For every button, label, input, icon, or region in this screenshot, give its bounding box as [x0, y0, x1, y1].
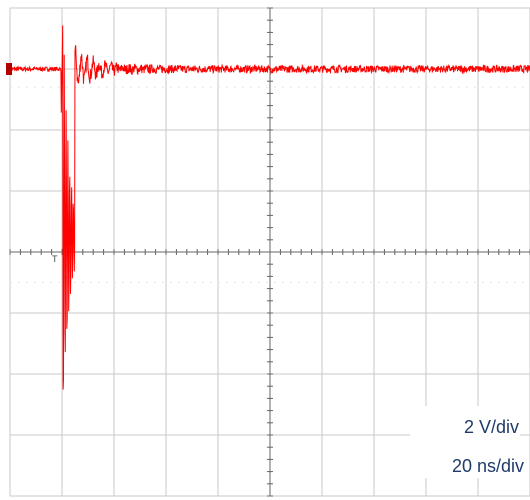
horizontal-scale-label: 20 ns/div [452, 456, 524, 476]
ground-level-marker [6, 63, 12, 75]
scale-label-bg [410, 406, 520, 478]
trigger-marker: T [52, 254, 58, 264]
ground-marker-glyph [6, 63, 12, 75]
vertical-scale-label: 2 V/div [464, 417, 519, 437]
signal-trace [9, 25, 530, 390]
center-axes [9, 7, 530, 497]
